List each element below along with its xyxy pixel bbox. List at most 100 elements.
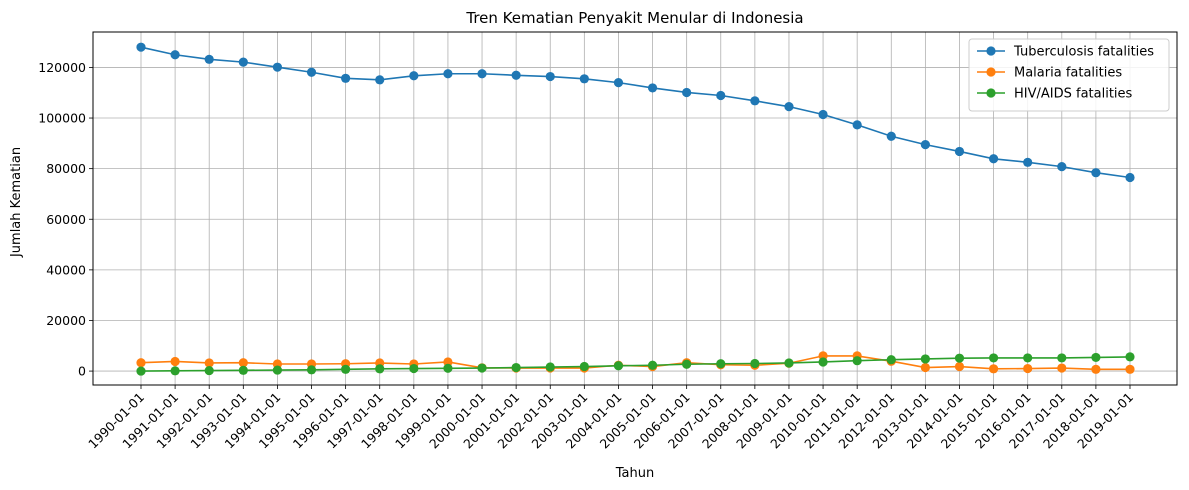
series-line (140, 356, 1131, 372)
data-point (170, 366, 180, 376)
y-tick-label: 120000 (38, 60, 86, 75)
data-point (204, 365, 214, 376)
y-tick-label: 60000 (46, 212, 86, 227)
data-point (272, 365, 283, 375)
data-point (852, 356, 862, 366)
data-point (920, 140, 930, 150)
data-point (750, 358, 760, 369)
data-point (1023, 157, 1033, 167)
data-point (443, 69, 453, 79)
data-point (1091, 352, 1101, 363)
y-tick-label: 40000 (46, 262, 86, 277)
data-point (818, 357, 828, 367)
data-point (954, 146, 965, 157)
legend-marker (986, 67, 996, 77)
data-point (409, 363, 419, 374)
legend-box (968, 38, 1170, 112)
series-line (140, 46, 1131, 179)
data-point (1091, 364, 1101, 374)
legend-item: HIV/AIDS fatalities (977, 87, 1133, 102)
data-point (750, 96, 760, 106)
y-axis-label: Jumlah Kematian (9, 147, 24, 258)
data-point (545, 362, 555, 372)
data-point (579, 361, 589, 372)
data-point (341, 73, 351, 83)
data-point (682, 359, 692, 369)
plot-frame (92, 31, 1178, 386)
data-point (988, 353, 999, 363)
data-point (375, 75, 385, 85)
data-point (1023, 363, 1033, 374)
data-point (954, 353, 965, 363)
data-point (647, 360, 658, 370)
data-point (613, 78, 624, 88)
y-tick-label: 20000 (46, 313, 86, 328)
y-tick-label: 0 (78, 364, 86, 379)
data-point (818, 109, 828, 120)
legend-marker (986, 88, 996, 98)
legend-marker (986, 46, 996, 56)
data-point (545, 71, 555, 82)
legend-item: Malaria fatalities (977, 66, 1122, 81)
legend: Tuberculosis fatalities Malaria fatalitie… (968, 38, 1170, 112)
y-tick-label: 100000 (38, 111, 86, 126)
data-point (1057, 162, 1067, 172)
data-point (443, 363, 453, 373)
legend-label: Tuberculosis fatalities (1013, 45, 1154, 60)
data-point (341, 364, 351, 374)
data-point (136, 42, 146, 52)
data-point (238, 365, 248, 375)
data-point (204, 54, 214, 64)
data-point (375, 364, 385, 374)
data-point (238, 57, 248, 67)
data-point (1057, 363, 1067, 373)
data-point (306, 67, 317, 77)
data-point (784, 102, 794, 112)
data-point (716, 359, 726, 369)
data-point (477, 69, 487, 79)
grid (93, 32, 1177, 385)
data-point (682, 87, 692, 98)
legend-item: Tuberculosis fatalities (977, 45, 1154, 60)
data-point (886, 131, 896, 141)
data-point (613, 361, 624, 371)
data-point (1057, 353, 1067, 363)
data-point (716, 90, 726, 101)
data-point (477, 363, 487, 373)
data-point (579, 74, 589, 84)
series-2 (136, 352, 1135, 376)
data-point (886, 355, 896, 365)
data-point (852, 120, 862, 130)
data-point (988, 364, 999, 374)
x-axis-label: Tahun (615, 466, 654, 481)
series-0 (136, 42, 1135, 183)
data-point (170, 356, 180, 367)
data-point (784, 358, 794, 368)
data-point (988, 154, 999, 164)
data-point (170, 50, 180, 60)
chart-title: Tren Kematian Penyakit Menular di Indone… (465, 9, 803, 27)
data-point (1125, 364, 1135, 374)
data-point (511, 70, 521, 80)
data-point (272, 62, 283, 72)
data-point (1091, 168, 1101, 178)
data-point (238, 358, 248, 368)
data-point (443, 357, 453, 367)
data-point (136, 358, 146, 368)
data-point (920, 354, 930, 364)
y-tick-label: 80000 (46, 161, 86, 176)
data-point (920, 362, 930, 373)
data-point (1125, 352, 1135, 362)
legend-label: Malaria fatalities (1014, 66, 1122, 81)
data-point (409, 71, 419, 81)
legend-label: HIV/AIDS fatalities (1014, 87, 1133, 102)
data-point (306, 365, 317, 375)
data-point (1023, 353, 1033, 363)
data-point (204, 358, 214, 368)
data-point (954, 361, 965, 372)
data-point (1125, 172, 1135, 183)
data-point (136, 366, 146, 376)
data-point (511, 362, 521, 373)
data-point (647, 83, 658, 93)
